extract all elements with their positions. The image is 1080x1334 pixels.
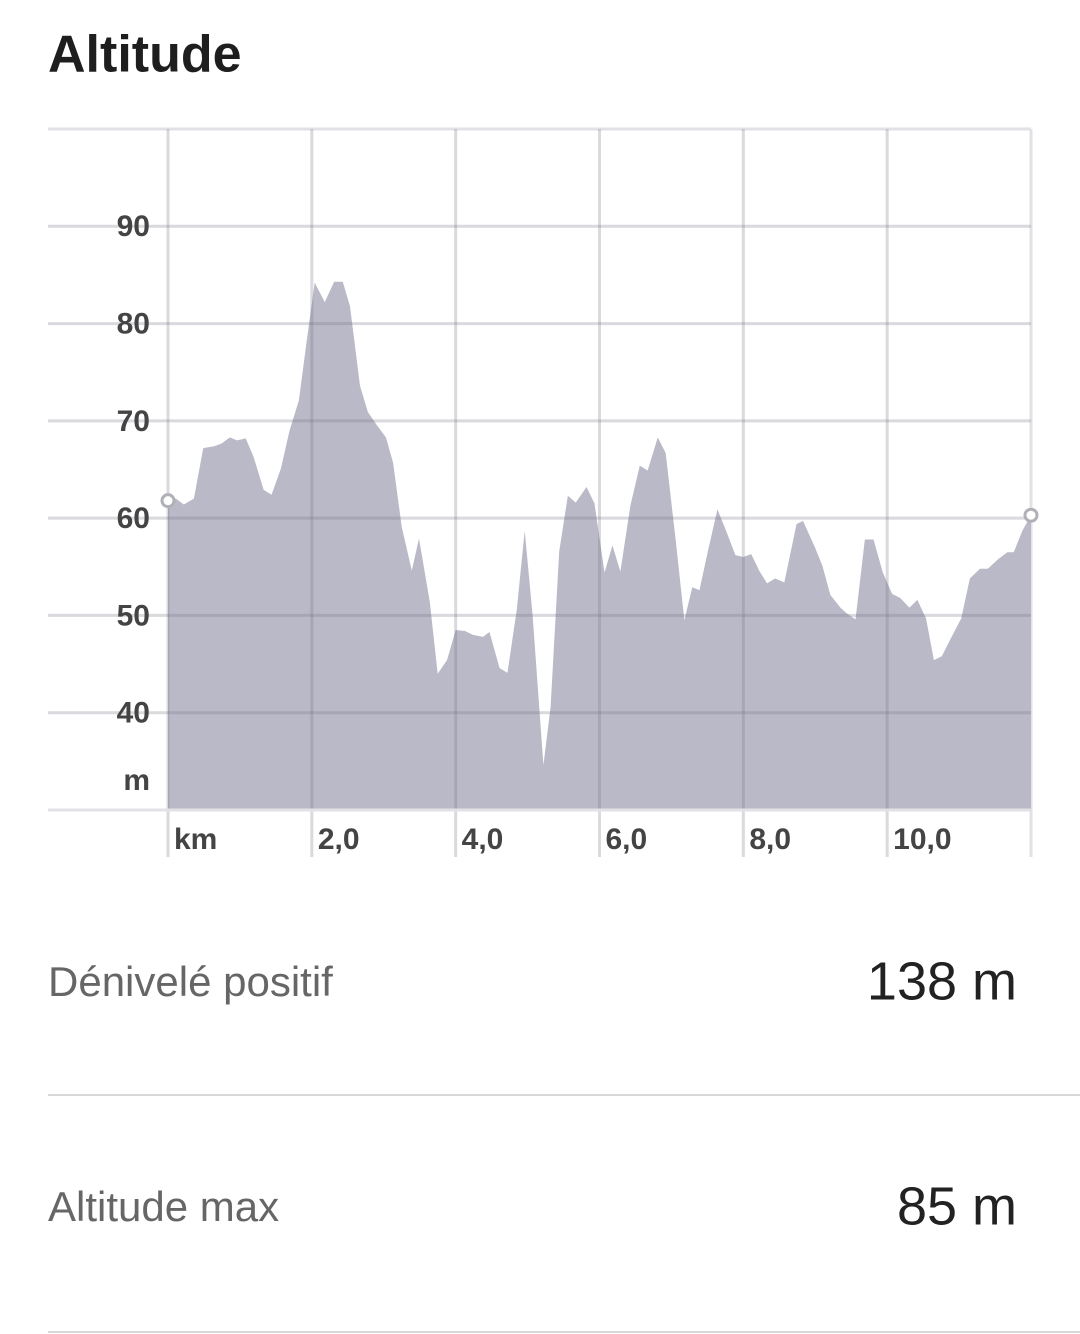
title: Altitude (48, 26, 242, 84)
y-tick-label: 50 (117, 599, 150, 632)
stat-value: 138 m (867, 951, 1017, 1011)
y-tick-label: 60 (117, 502, 150, 535)
endpoint-marker (160, 493, 176, 509)
y-tick-label: 40 (117, 697, 150, 730)
x-tick-label: 4,0 (462, 823, 504, 856)
y-tick-label: 80 (117, 307, 150, 340)
stat-label: Altitude max (48, 1183, 279, 1230)
stat-label: Dénivelé positif (48, 958, 333, 1005)
x-tick-label: 8,0 (749, 823, 791, 856)
altitude-area (168, 281, 1031, 810)
x-tick-label: 10,0 (893, 823, 951, 856)
endpoint-marker (1023, 507, 1039, 523)
x-tick-label: km (174, 823, 217, 856)
stat-value: 85 m (897, 1176, 1017, 1236)
y-tick-label: 90 (117, 210, 150, 243)
x-tick-label: 2,0 (318, 823, 360, 856)
x-tick-label: 6,0 (606, 823, 648, 856)
y-unit: m (123, 764, 150, 797)
y-tick-label: 70 (117, 405, 150, 438)
